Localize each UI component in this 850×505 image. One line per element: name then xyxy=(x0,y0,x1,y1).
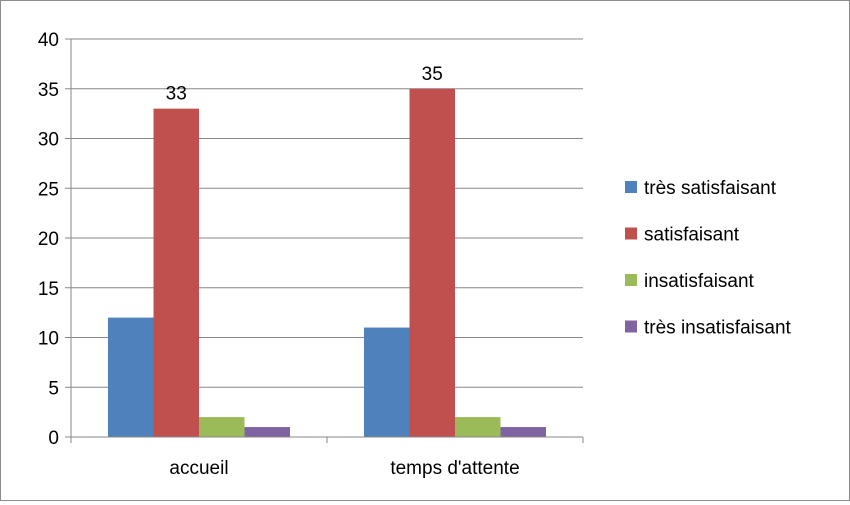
bar xyxy=(500,427,546,437)
legend-label: satisfaisant xyxy=(644,225,740,246)
bar xyxy=(455,417,501,437)
y-tick-label: 20 xyxy=(38,229,59,250)
data-labels: 33 35 xyxy=(166,64,443,105)
y-tick-label: 10 xyxy=(38,329,59,350)
x-axis: accueil temps d'attente xyxy=(70,436,584,479)
bar xyxy=(199,417,245,437)
x-category-label: temps d'attente xyxy=(390,458,519,479)
legend-swatch xyxy=(625,320,637,333)
legend-swatch xyxy=(625,227,637,240)
y-axis: 0 5 10 15 20 25 30 35 40 xyxy=(38,30,72,449)
bar xyxy=(364,327,410,437)
y-tick-label: 40 xyxy=(38,30,59,51)
y-tick-label: 5 xyxy=(48,378,59,399)
bar xyxy=(244,427,290,437)
legend-label: insatisfaisant xyxy=(644,271,755,292)
y-tick-label: 35 xyxy=(38,80,59,101)
x-category-label: accueil xyxy=(169,458,228,479)
legend-label: très insatisfaisant xyxy=(644,318,792,339)
bar xyxy=(108,317,154,437)
bars xyxy=(108,88,546,438)
legend-swatch xyxy=(625,274,637,286)
data-label: 33 xyxy=(166,84,187,105)
y-tick-label: 25 xyxy=(38,179,59,200)
y-tick-label: 0 xyxy=(48,428,59,449)
legend-swatch xyxy=(625,181,637,193)
legend-label: très satisfaisant xyxy=(644,178,777,199)
bar xyxy=(409,88,455,437)
bar xyxy=(153,108,199,438)
data-label: 35 xyxy=(422,64,443,85)
y-tick-label: 15 xyxy=(38,279,59,300)
y-tick-label: 30 xyxy=(38,130,59,151)
legend: très satisfaisant satisfaisant insatisfais… xyxy=(625,178,792,339)
